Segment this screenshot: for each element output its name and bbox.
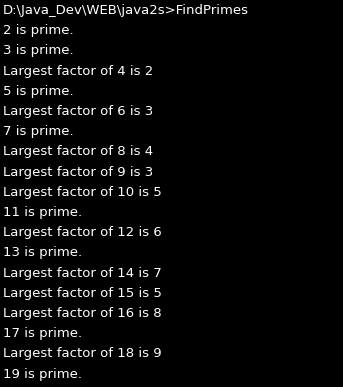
Text: 5 is prime.: 5 is prime.: [3, 85, 74, 98]
Text: Largest factor of 16 is 8: Largest factor of 16 is 8: [3, 307, 162, 320]
Text: 17 is prime.: 17 is prime.: [3, 327, 82, 340]
Text: 11 is prime.: 11 is prime.: [3, 206, 82, 219]
Text: Largest factor of 6 is 3: Largest factor of 6 is 3: [3, 105, 153, 118]
Text: Largest factor of 14 is 7: Largest factor of 14 is 7: [3, 267, 162, 279]
Text: Largest factor of 4 is 2: Largest factor of 4 is 2: [3, 65, 153, 78]
Text: 3 is prime.: 3 is prime.: [3, 45, 74, 57]
Text: Largest factor of 18 is 9: Largest factor of 18 is 9: [3, 348, 162, 360]
Text: 7 is prime.: 7 is prime.: [3, 125, 74, 138]
Text: 2 is prime.: 2 is prime.: [3, 24, 74, 37]
Text: Largest factor of 15 is 5: Largest factor of 15 is 5: [3, 287, 162, 300]
Text: D:\Java_Dev\WEB\java2s>FindPrimes: D:\Java_Dev\WEB\java2s>FindPrimes: [3, 4, 249, 17]
Text: Largest factor of 10 is 5: Largest factor of 10 is 5: [3, 186, 162, 199]
Text: Largest factor of 8 is 4: Largest factor of 8 is 4: [3, 146, 153, 158]
Text: 13 is prime.: 13 is prime.: [3, 247, 82, 259]
Text: Largest factor of 9 is 3: Largest factor of 9 is 3: [3, 166, 153, 178]
Text: Largest factor of 12 is 6: Largest factor of 12 is 6: [3, 226, 162, 239]
Text: 19 is prime.: 19 is prime.: [3, 368, 82, 380]
